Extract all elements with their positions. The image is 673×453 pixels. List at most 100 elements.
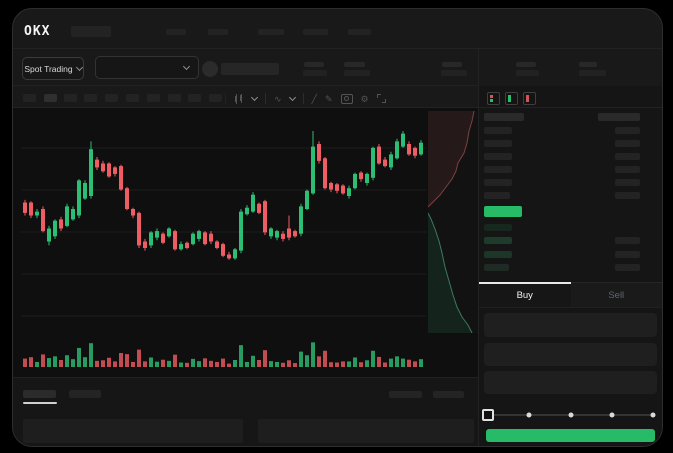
slider-stop[interactable] bbox=[568, 412, 573, 418]
amount-placeholder bbox=[615, 179, 640, 186]
nav-item-placeholder[interactable] bbox=[208, 29, 228, 35]
header-divider bbox=[13, 48, 662, 49]
price-input-placeholder[interactable] bbox=[484, 313, 657, 337]
timeframe-bar bbox=[13, 9, 662, 446]
toolbar-separator bbox=[225, 93, 226, 104]
amount-placeholder bbox=[615, 166, 640, 173]
nav-item-placeholder[interactable] bbox=[166, 29, 186, 35]
price-placeholder bbox=[484, 237, 512, 244]
nav-item-placeholder[interactable] bbox=[303, 29, 328, 35]
candlestick-chart[interactable] bbox=[21, 111, 426, 373]
price-placeholder bbox=[484, 166, 512, 173]
stat-value-placeholder bbox=[441, 70, 467, 76]
orderbook-layout-sell-icon[interactable] bbox=[523, 92, 536, 105]
orderbook-ask-row[interactable] bbox=[484, 166, 657, 173]
stat-label-placeholder bbox=[304, 62, 324, 67]
orderbook-layout-all-icon[interactable] bbox=[487, 92, 500, 105]
orderbook-ask-row[interactable] bbox=[484, 127, 657, 134]
price-placeholder bbox=[484, 153, 512, 160]
draw-icon[interactable]: ✎ bbox=[324, 93, 333, 104]
price-placeholder bbox=[484, 140, 512, 147]
amount-placeholder bbox=[615, 237, 640, 244]
trade-tabs: Buy Sell bbox=[479, 282, 662, 308]
stat-value-placeholder bbox=[344, 70, 370, 76]
nav-item-placeholder[interactable] bbox=[71, 26, 111, 37]
stat-value-placeholder bbox=[579, 70, 606, 76]
total-input-placeholder[interactable] bbox=[484, 371, 657, 394]
market-type-dropdown[interactable]: Spot Trading bbox=[22, 57, 84, 80]
orderbook-ask-row[interactable] bbox=[484, 179, 657, 186]
orderbook-bid-row[interactable] bbox=[484, 237, 657, 244]
amount-placeholder bbox=[598, 113, 640, 121]
orderbook-ask-row[interactable] bbox=[484, 140, 657, 147]
panel-divider bbox=[478, 48, 479, 446]
panel-placeholder bbox=[23, 419, 243, 443]
orderbook-ask-row[interactable] bbox=[484, 153, 657, 160]
slider-stop[interactable] bbox=[526, 412, 532, 418]
orderbook-layout-buy-icon[interactable] bbox=[505, 92, 518, 105]
timeframe-button-placeholder[interactable] bbox=[44, 94, 57, 102]
active-tab-indicator bbox=[23, 402, 57, 404]
timeframe-button-placeholder[interactable] bbox=[209, 94, 222, 102]
indicators-icon[interactable]: ∿ bbox=[274, 93, 282, 104]
amount-placeholder bbox=[615, 127, 640, 134]
market-type-label: Spot Trading bbox=[24, 63, 73, 74]
panel-placeholder bbox=[258, 419, 474, 443]
orderbook-bid-row[interactable] bbox=[484, 250, 657, 258]
timeframe-button-placeholder[interactable] bbox=[147, 94, 160, 102]
nav-item-placeholder[interactable] bbox=[258, 29, 284, 35]
pair-selector-dropdown[interactable] bbox=[95, 56, 199, 79]
timeframe-button-placeholder[interactable] bbox=[168, 94, 181, 102]
orderbook-bid-row[interactable] bbox=[484, 264, 657, 271]
chart-toolbar: ∿ ╱ ✎ ⚙ bbox=[234, 92, 386, 105]
tab-sell[interactable]: Sell bbox=[570, 283, 662, 307]
camera-icon[interactable] bbox=[340, 93, 353, 104]
trendline-icon[interactable]: ╱ bbox=[311, 93, 317, 104]
orderbook-bid-row[interactable] bbox=[484, 223, 657, 231]
timeframe-button-placeholder[interactable] bbox=[23, 94, 36, 102]
slider-stop[interactable] bbox=[609, 412, 615, 418]
stat-value-placeholder bbox=[303, 70, 327, 76]
toolbar-divider bbox=[13, 107, 662, 108]
chevron-down-icon[interactable] bbox=[250, 93, 259, 102]
price-placeholder bbox=[484, 192, 510, 199]
depth-chart[interactable] bbox=[428, 111, 478, 333]
chevron-down-icon bbox=[182, 62, 191, 71]
bottom-action-placeholder[interactable] bbox=[389, 391, 422, 398]
stat-label-placeholder bbox=[344, 62, 365, 67]
app-window: OKX Spot Trading ∿ ╱ ✎ ⚙ Buy Sell bbox=[12, 8, 663, 447]
trade-sidebar: Buy Sell bbox=[479, 86, 662, 446]
orderbook-layout-toggles bbox=[487, 92, 536, 105]
timeframe-button-placeholder[interactable] bbox=[84, 94, 97, 102]
price-placeholder bbox=[484, 223, 512, 231]
amount-input-placeholder[interactable] bbox=[484, 343, 657, 366]
buy-submit-button[interactable] bbox=[486, 429, 655, 442]
bottom-tab-placeholder[interactable] bbox=[69, 390, 101, 398]
fullscreen-icon[interactable] bbox=[376, 94, 386, 103]
nav-item-placeholder[interactable] bbox=[348, 29, 371, 35]
chevron-down-icon[interactable] bbox=[288, 93, 296, 102]
last-price-bar bbox=[484, 206, 522, 217]
price-placeholder bbox=[484, 127, 512, 134]
timeframe-button-placeholder[interactable] bbox=[64, 94, 77, 102]
candlestick-icon[interactable] bbox=[234, 93, 244, 104]
orderbook-header-row bbox=[484, 113, 657, 121]
pair-name-placeholder[interactable] bbox=[221, 63, 279, 75]
bottom-action-placeholder[interactable] bbox=[433, 391, 464, 398]
slider-stop[interactable] bbox=[650, 412, 656, 418]
bottom-tab-placeholder[interactable] bbox=[23, 390, 56, 398]
settings-icon[interactable]: ⚙ bbox=[360, 93, 369, 104]
timeframe-button-placeholder[interactable] bbox=[126, 94, 139, 102]
stat-value-placeholder bbox=[516, 70, 539, 76]
slider-handle[interactable] bbox=[482, 409, 494, 421]
timeframe-button-placeholder[interactable] bbox=[105, 94, 118, 102]
tab-buy[interactable]: Buy bbox=[479, 282, 571, 307]
amount-placeholder bbox=[615, 264, 640, 271]
amount-placeholder bbox=[615, 153, 640, 160]
chart-bottom-divider bbox=[13, 377, 478, 378]
timeframe-button-placeholder[interactable] bbox=[188, 94, 201, 102]
chevron-down-icon bbox=[75, 63, 83, 72]
stat-label-placeholder bbox=[442, 62, 462, 67]
amount-slider[interactable] bbox=[482, 408, 656, 422]
orderbook-ask-row[interactable] bbox=[484, 192, 657, 199]
